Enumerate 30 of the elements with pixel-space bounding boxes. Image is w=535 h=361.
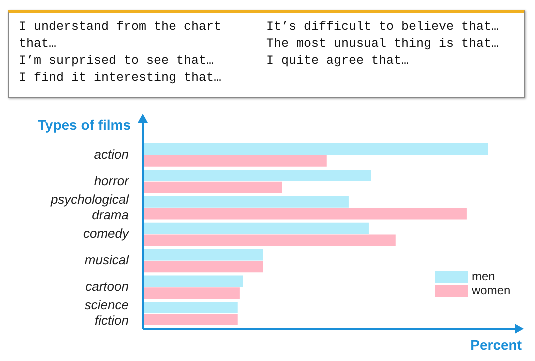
x-axis-title: Percent (470, 336, 522, 353)
bar (143, 261, 264, 273)
text: It’s difficult to believe that… (266, 19, 500, 36)
bar (143, 234, 396, 246)
bar (143, 196, 349, 208)
y-tick-label: science fiction (84, 298, 129, 328)
bar (143, 222, 369, 234)
y-tick-label: comedy (83, 226, 130, 242)
text: The most unusual thing is that… (266, 36, 500, 53)
text: I find it interesting that… (19, 70, 223, 87)
text: I quite agree that… (266, 53, 410, 70)
text: I’m surprised to see that… (19, 53, 216, 70)
bar (143, 155, 327, 167)
legend-label: men (472, 269, 496, 284)
text: I understand from the chart that… (19, 19, 223, 53)
bar (143, 249, 264, 261)
y-tick-label: musical (84, 252, 130, 268)
bar (143, 288, 240, 300)
bar (143, 144, 488, 155)
y-axis-title: Types of films (38, 116, 132, 133)
y-tick-label: horror (94, 173, 130, 188)
bar (143, 170, 372, 182)
bar (143, 182, 282, 194)
bar (143, 314, 238, 326)
y-tick-label: action (94, 146, 129, 162)
bar (143, 208, 467, 220)
bar (143, 276, 244, 288)
y-tick-label: cartoon (86, 278, 129, 294)
bar (143, 302, 238, 314)
legend-label: women (471, 283, 511, 298)
